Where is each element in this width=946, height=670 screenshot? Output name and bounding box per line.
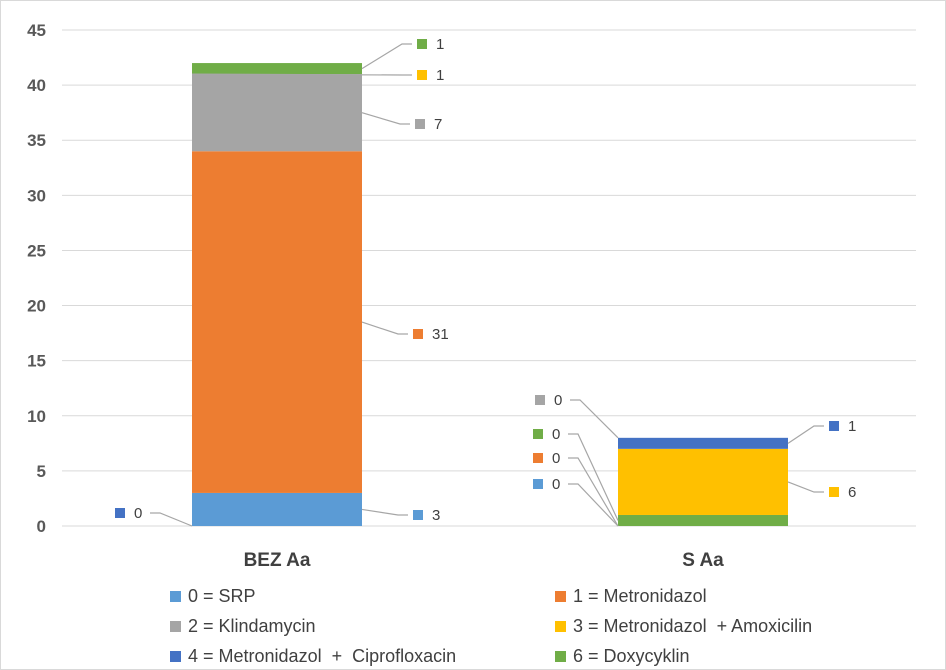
data-label: 6 xyxy=(848,484,856,501)
data-label-key xyxy=(415,119,425,129)
y-tick-label: 30 xyxy=(27,186,46,205)
legend-swatch xyxy=(555,650,566,662)
data-label: 7 xyxy=(434,116,442,133)
bar-s-aa-4-metronidazol-ciprofloxacin xyxy=(618,437,788,449)
data-label-key xyxy=(417,39,427,49)
leader-line xyxy=(570,399,619,439)
leader-line xyxy=(787,425,824,444)
bar-s-aa-3-metronidazol-amoxicilin xyxy=(618,448,788,515)
y-axis: 0 5 10 15 20 25 30 35 40 45 xyxy=(27,21,46,536)
legend-label: 1 = Metronidazol xyxy=(573,585,707,606)
bar-bez-aa-0-srp xyxy=(192,492,362,526)
bar-bez-aa-1-metronidazol xyxy=(192,151,362,493)
leader-line xyxy=(568,483,619,527)
data-label-key xyxy=(533,429,543,439)
legend-item: 1 = Metronidazol xyxy=(555,584,707,608)
leader-line xyxy=(568,457,619,527)
leader-line xyxy=(361,321,408,335)
data-labels: 0 3 31 7 1 1 0 0 0 0 1 6 xyxy=(115,36,856,524)
legend-item: 6 = Doxycyklin xyxy=(555,644,690,668)
legend-swatch xyxy=(555,620,566,632)
data-label-key xyxy=(413,329,423,339)
data-label: 0 xyxy=(134,505,142,522)
x-category-label: S Aa xyxy=(682,550,724,571)
data-label: 3 xyxy=(432,507,440,524)
y-tick-label: 5 xyxy=(37,462,46,481)
data-label-key xyxy=(115,508,125,518)
bar-bez-aa-2-klindamycin xyxy=(192,74,362,152)
y-tick-label: 0 xyxy=(37,517,46,536)
legend-swatch xyxy=(170,620,181,632)
data-label-key xyxy=(829,487,839,497)
leader-line xyxy=(361,43,412,70)
bar-s-aa-6-doxycyklin xyxy=(618,514,788,526)
legend-label: 3 = Metronidazol + Amoxicilin xyxy=(573,615,813,636)
data-label-key xyxy=(535,395,545,405)
y-tick-label: 25 xyxy=(27,241,46,260)
legend-item: 3 = Metronidazol + Amoxicilin xyxy=(555,614,812,638)
legend-swatch xyxy=(555,590,566,602)
legend-label: 0 = SRP xyxy=(188,585,256,606)
data-label: 0 xyxy=(554,392,562,409)
bars xyxy=(192,63,788,526)
data-label-key xyxy=(533,453,543,463)
legend-label: 2 = Klindamycin xyxy=(188,615,316,636)
x-axis: BEZ Aa S Aa xyxy=(244,550,725,571)
legend-swatch xyxy=(170,590,181,602)
leader-line xyxy=(191,73,412,76)
data-label-key xyxy=(829,421,839,431)
data-label-key xyxy=(533,479,543,489)
leader-line xyxy=(150,512,193,527)
bar-bez-aa-6-doxycyklin xyxy=(192,63,362,75)
legend-item: 4 = Metronidazol + Ciprofloxacin xyxy=(170,644,456,668)
leader-line xyxy=(787,481,824,493)
data-label: 0 xyxy=(552,426,560,443)
legend-item: 2 = Klindamycin xyxy=(170,614,316,638)
leader-line xyxy=(361,112,410,125)
leader-line xyxy=(568,433,619,521)
y-tick-label: 10 xyxy=(27,407,46,426)
label-leader-lines xyxy=(150,43,824,527)
data-label: 0 xyxy=(552,476,560,493)
data-label: 31 xyxy=(432,326,449,343)
y-tick-label: 35 xyxy=(27,131,46,150)
leader-line xyxy=(361,508,408,516)
legend-swatch xyxy=(170,650,181,662)
legend-label: 6 = Doxycyklin xyxy=(573,645,690,666)
legend-item: 0 = SRP xyxy=(170,584,256,608)
data-label: 0 xyxy=(552,450,560,467)
legend-label: 4 = Metronidazol + Ciprofloxacin xyxy=(188,645,457,666)
data-label: 1 xyxy=(436,36,444,53)
y-tick-label: 45 xyxy=(27,21,46,40)
data-label-key xyxy=(417,70,427,80)
y-tick-label: 15 xyxy=(27,352,46,371)
data-label-key xyxy=(413,510,423,520)
data-label: 1 xyxy=(436,67,444,84)
y-tick-label: 20 xyxy=(27,297,46,316)
x-category-label: BEZ Aa xyxy=(244,550,311,571)
data-label: 1 xyxy=(848,418,856,435)
y-tick-label: 40 xyxy=(27,76,46,95)
